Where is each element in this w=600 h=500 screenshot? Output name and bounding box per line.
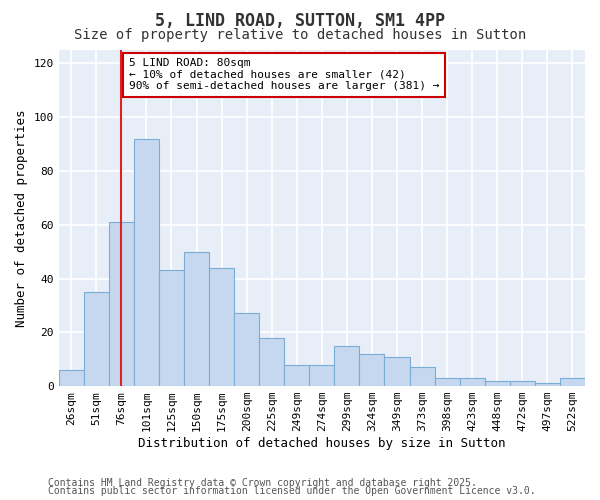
Text: Contains HM Land Registry data © Crown copyright and database right 2025.: Contains HM Land Registry data © Crown c… — [48, 478, 477, 488]
Bar — [385, 356, 410, 386]
Bar — [84, 292, 109, 386]
Bar — [510, 380, 535, 386]
Text: 5, LIND ROAD, SUTTON, SM1 4PP: 5, LIND ROAD, SUTTON, SM1 4PP — [155, 12, 445, 30]
X-axis label: Distribution of detached houses by size in Sutton: Distribution of detached houses by size … — [138, 437, 506, 450]
Bar — [460, 378, 485, 386]
Text: Size of property relative to detached houses in Sutton: Size of property relative to detached ho… — [74, 28, 526, 42]
Bar — [434, 378, 460, 386]
Bar — [284, 364, 310, 386]
Bar — [334, 346, 359, 386]
Bar — [209, 268, 234, 386]
Bar — [485, 380, 510, 386]
Bar — [310, 364, 334, 386]
Bar — [535, 384, 560, 386]
Bar — [234, 314, 259, 386]
Bar — [184, 252, 209, 386]
Bar — [560, 378, 585, 386]
Bar — [259, 338, 284, 386]
Bar — [59, 370, 84, 386]
Bar — [134, 138, 159, 386]
Y-axis label: Number of detached properties: Number of detached properties — [15, 110, 28, 327]
Bar — [109, 222, 134, 386]
Text: Contains public sector information licensed under the Open Government Licence v3: Contains public sector information licen… — [48, 486, 536, 496]
Bar — [159, 270, 184, 386]
Bar — [359, 354, 385, 386]
Text: 5 LIND ROAD: 80sqm
← 10% of detached houses are smaller (42)
90% of semi-detache: 5 LIND ROAD: 80sqm ← 10% of detached hou… — [129, 58, 439, 92]
Bar — [410, 368, 434, 386]
